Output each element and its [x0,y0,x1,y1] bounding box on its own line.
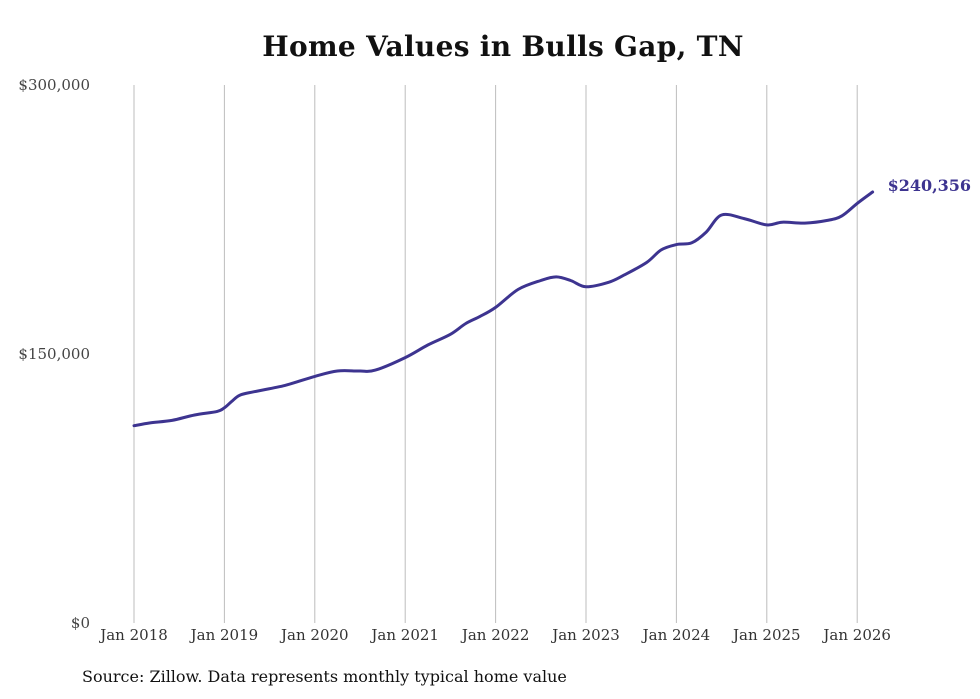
x-tick-label: Jan 2026 [821,626,891,644]
y-tick-label: $0 [71,614,90,632]
y-tick-label: $300,000 [18,76,90,94]
x-tick-label: Jan 2024 [641,626,711,644]
x-tick-label: Jan 2022 [460,626,530,644]
x-tick-label: Jan 2023 [550,626,620,644]
x-tick-label: Jan 2025 [731,626,801,644]
x-tick-label: Jan 2018 [98,626,168,644]
x-tick-label: Jan 2021 [369,626,439,644]
end-value-label: $240,356 [888,176,972,195]
y-tick-label: $150,000 [18,345,90,363]
source-note: Source: Zillow. Data represents monthly … [82,667,567,686]
x-tick-label: Jan 2020 [279,626,349,644]
x-tick-label: Jan 2019 [189,626,259,644]
chart-title: Home Values in Bulls Gap, TN [262,30,744,63]
series-line-home-value [132,190,875,428]
